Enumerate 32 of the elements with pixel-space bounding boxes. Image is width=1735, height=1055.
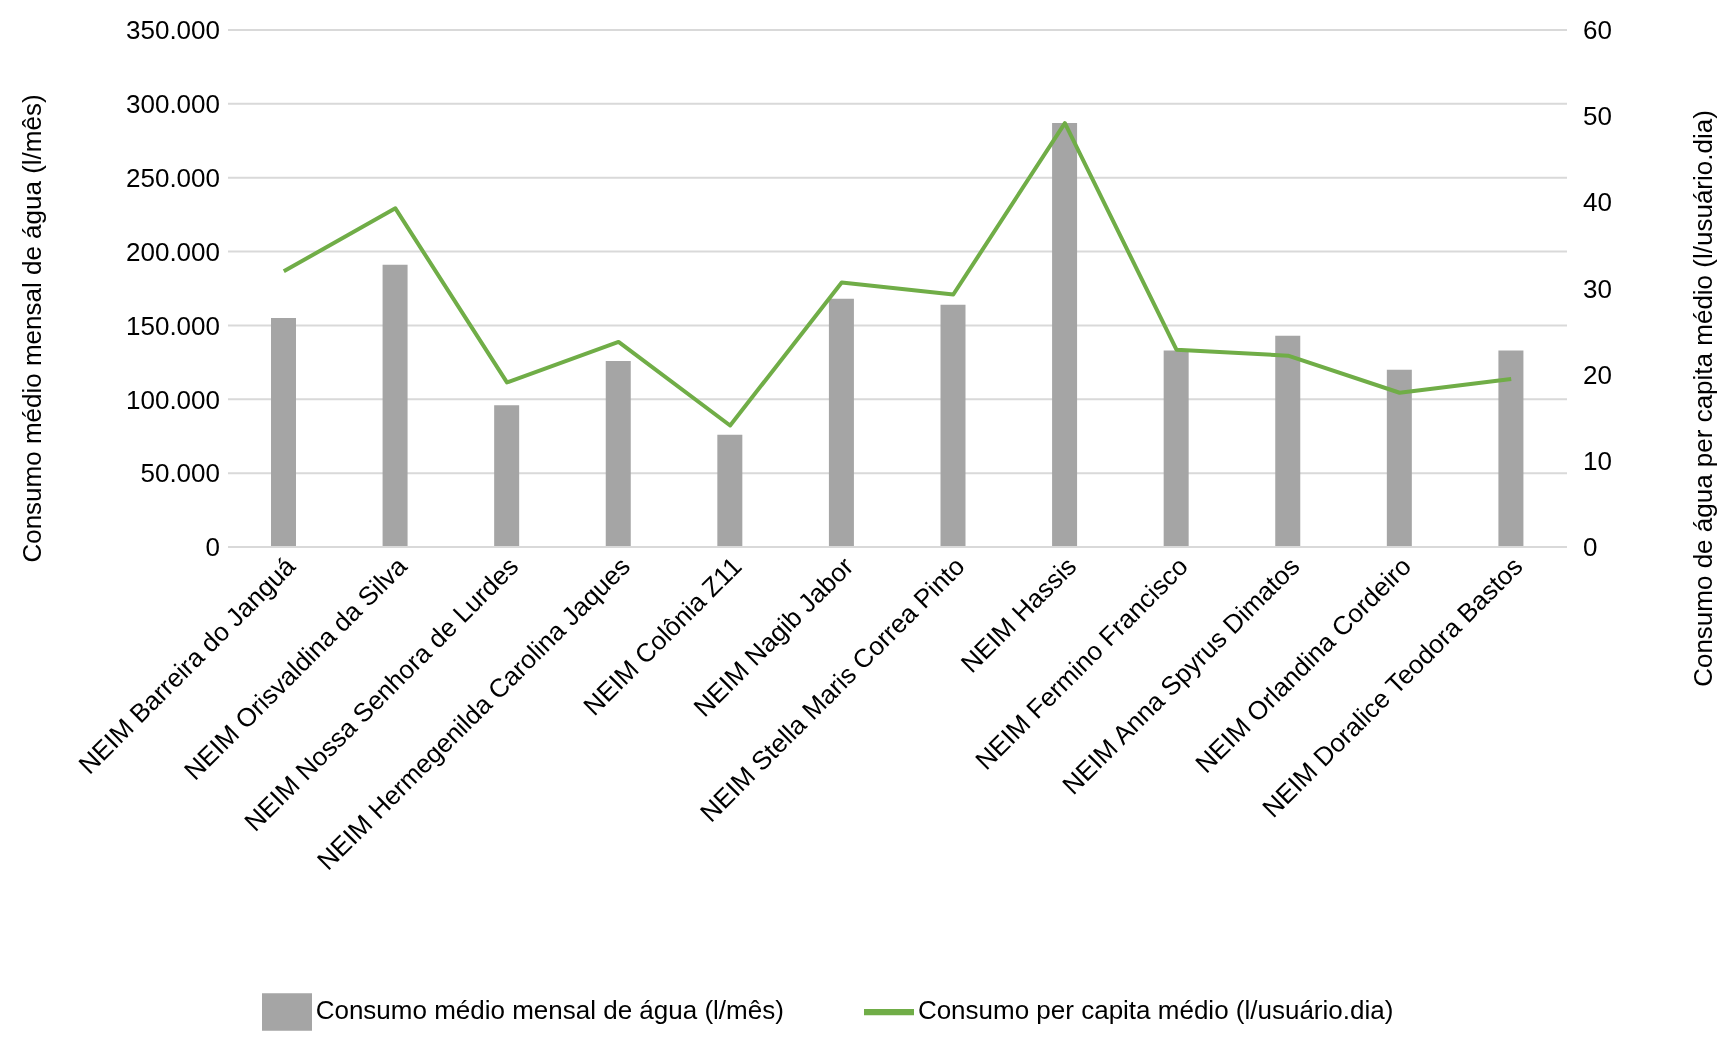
bar [717, 434, 743, 547]
bar [1386, 369, 1412, 547]
y-tick-label: 50.000 [140, 458, 220, 489]
bar [1275, 335, 1301, 547]
legend-label: Consumo per capita médio (l/usuário.dia) [917, 994, 1394, 1025]
y2-tick-label: 60 [1583, 15, 1612, 45]
y-tick-label: 200.000 [126, 236, 220, 267]
y-tick-label: 300.000 [126, 89, 220, 120]
bar [271, 318, 296, 547]
y-tick-label: 0 [205, 532, 220, 563]
bar [1052, 123, 1078, 547]
y2-tick-label: 20 [1583, 359, 1612, 390]
bar [1498, 350, 1524, 547]
y2-tick-label: 30 [1583, 273, 1612, 304]
y-axis-title: Consumo médio mensal de água (l/mês) [17, 94, 47, 563]
y2-tick-label: 0 [1583, 532, 1598, 562]
y-tick-label: 150.000 [126, 310, 220, 341]
y2-tick-label: 50 [1583, 101, 1612, 132]
legend-label: Consumo médio mensal de água (l/mês) [315, 994, 784, 1025]
bar [382, 264, 408, 547]
y2-tick-label: 10 [1583, 445, 1612, 476]
y-tick-label: 350.000 [126, 15, 220, 46]
y-tick-label: 250.000 [126, 162, 220, 193]
y2-axis-title: Consumo de água per capita médio (l/usuário.dia) [1688, 110, 1718, 687]
bar [605, 360, 631, 547]
y2-tick-label: 40 [1583, 187, 1612, 218]
y-tick-label: 100.000 [126, 384, 220, 415]
line-series [281, 121, 1514, 428]
bar [940, 304, 966, 547]
bar [494, 405, 520, 547]
bar [1163, 350, 1189, 547]
bar [828, 298, 854, 547]
